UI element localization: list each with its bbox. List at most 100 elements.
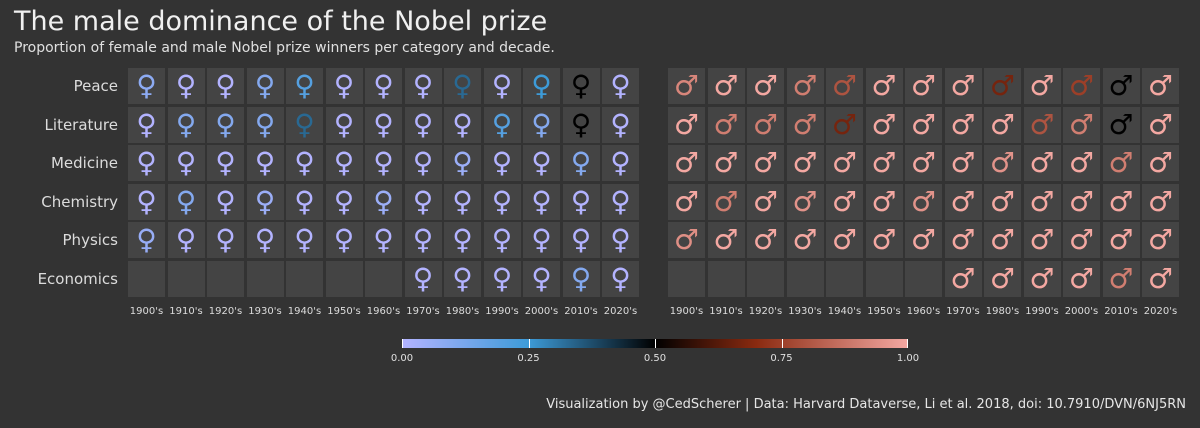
female-symbol-icon: ♀ bbox=[333, 223, 355, 256]
heatmap-cell: ♀ bbox=[404, 68, 442, 104]
decade-label: 1930's bbox=[248, 306, 282, 317]
heatmap-cell: ♀ bbox=[365, 68, 402, 104]
heatmap-cell: ♂ bbox=[944, 68, 982, 104]
female-symbol-icon: ♀ bbox=[215, 146, 236, 179]
heatmap-cell: ♀ bbox=[602, 68, 639, 104]
heatmap-cell: ♂ bbox=[747, 68, 784, 104]
legend-tick-label: 1.00 bbox=[896, 353, 920, 364]
heatmap-cell: ♂ bbox=[826, 222, 863, 258]
male-symbol-icon: ♂ bbox=[1108, 146, 1134, 179]
heatmap-cell: ♀ bbox=[207, 106, 244, 143]
heatmap-cell: ♂ bbox=[826, 183, 863, 220]
female-symbol-icon: ♀ bbox=[254, 107, 276, 141]
male-symbol-icon: ♂ bbox=[1108, 69, 1134, 102]
male-symbol-icon: ♂ bbox=[1029, 146, 1055, 179]
male-symbol-icon: ♂ bbox=[989, 146, 1016, 179]
decade-label: 1950's bbox=[867, 306, 901, 317]
category-label-medicine: Medicine bbox=[50, 154, 118, 172]
heatmap-cell: ♀ bbox=[444, 260, 481, 297]
heatmap-cell: ♂ bbox=[905, 145, 942, 181]
female-symbol-icon: ♀ bbox=[452, 146, 473, 179]
female-symbol-icon: ♀ bbox=[412, 223, 434, 256]
heatmap-cell: ♀ bbox=[365, 222, 402, 258]
female-symbol-icon: ♀ bbox=[531, 223, 552, 256]
female-symbol-icon: ♀ bbox=[531, 107, 552, 141]
heatmap-cell: ♀ bbox=[602, 183, 639, 220]
female-symbol-icon: ♀ bbox=[175, 69, 197, 102]
heatmap-cell: ♀ bbox=[483, 68, 521, 104]
heatmap-cell: ♀ bbox=[365, 106, 402, 143]
heatmap-cell: ♂ bbox=[707, 222, 745, 258]
heatmap-cell: ♀ bbox=[325, 145, 363, 181]
male-symbol-icon: ♂ bbox=[673, 69, 700, 102]
male-symbol-icon: ♂ bbox=[1068, 184, 1095, 218]
heatmap-cell: ♂ bbox=[944, 106, 982, 143]
heatmap-cell: ♂ bbox=[984, 106, 1021, 143]
decade-label: 1960's bbox=[366, 306, 401, 317]
heatmap-cell: ♂ bbox=[984, 260, 1021, 297]
heatmap-cell: ♂ bbox=[984, 68, 1021, 104]
heatmap-cell: ♂ bbox=[707, 68, 745, 104]
male-symbol-icon: ♂ bbox=[1068, 261, 1095, 295]
female-symbol-icon: ♀ bbox=[333, 69, 355, 102]
female-symbol-icon: ♀ bbox=[333, 184, 355, 218]
male-symbol-icon: ♂ bbox=[1108, 261, 1134, 295]
female-symbol-icon: ♀ bbox=[531, 261, 552, 295]
female-symbol-icon: ♀ bbox=[452, 261, 473, 295]
heatmap-cell: ♀ bbox=[286, 106, 323, 143]
male-symbol-icon: ♂ bbox=[1108, 223, 1134, 256]
heatmap-cell: ♂ bbox=[1102, 145, 1140, 181]
heatmap-cell: ♀ bbox=[246, 183, 284, 220]
heatmap-cell: ♀ bbox=[246, 68, 284, 104]
heatmap-cell: ♀ bbox=[483, 183, 521, 220]
heatmap-cell: ♂ bbox=[1102, 222, 1140, 258]
heatmap-cell: ♂ bbox=[865, 68, 903, 104]
female-symbol-icon: ♀ bbox=[491, 184, 513, 218]
male-symbol-icon: ♂ bbox=[752, 107, 779, 141]
male-symbol-icon: ♂ bbox=[792, 146, 818, 179]
heatmap-cell: ♀ bbox=[404, 183, 442, 220]
heatmap-cell: ♀ bbox=[444, 68, 481, 104]
heatmap-cell: ♀ bbox=[523, 68, 560, 104]
female-symbol-icon: ♀ bbox=[294, 107, 315, 141]
female-symbol-icon: ♀ bbox=[373, 146, 394, 179]
heatmap-cell: ♀ bbox=[444, 106, 481, 143]
category-label-economics: Economics bbox=[37, 269, 118, 288]
decade-label: 2000's bbox=[524, 306, 559, 317]
female-symbol-icon: ♀ bbox=[491, 69, 513, 102]
decade-label: 2020's bbox=[603, 306, 638, 317]
heatmap-cell: ♀ bbox=[246, 145, 284, 181]
heatmap-cell: ♀ bbox=[404, 145, 442, 181]
heatmap-cell: ♂ bbox=[1063, 260, 1100, 297]
male-symbol-icon: ♂ bbox=[752, 184, 779, 218]
decade-label: 1930's bbox=[788, 306, 822, 317]
decade-label: 2010's bbox=[564, 306, 598, 317]
heatmap-cell: ♂ bbox=[1142, 183, 1179, 220]
male-symbol-icon: ♂ bbox=[792, 223, 818, 256]
female-symbol-icon: ♀ bbox=[254, 69, 276, 102]
heatmap-cell: ♂ bbox=[1063, 145, 1100, 181]
heatmap-cell: ♀ bbox=[602, 222, 639, 258]
heatmap-cell: ♀ bbox=[523, 145, 560, 181]
heatmap-cell bbox=[865, 260, 903, 297]
heatmap-cell: ♀ bbox=[167, 68, 205, 104]
heatmap-cell: ♂ bbox=[747, 183, 784, 220]
heatmap-cell: ♂ bbox=[944, 222, 982, 258]
heatmap-cell: ♂ bbox=[984, 222, 1021, 258]
female-symbol-icon: ♀ bbox=[175, 146, 197, 179]
category-label-peace: Peace bbox=[73, 77, 118, 95]
female-symbol-icon: ♀ bbox=[610, 261, 631, 295]
male-symbol-icon: ♂ bbox=[831, 223, 858, 256]
female-symbol-icon: ♀ bbox=[610, 146, 631, 179]
heatmap-cell: ♂ bbox=[1102, 106, 1140, 143]
heatmap-cell: ♂ bbox=[786, 183, 824, 220]
male-symbol-icon: ♂ bbox=[831, 146, 858, 179]
heatmap-cell: ♂ bbox=[865, 106, 903, 143]
male-symbol-icon: ♂ bbox=[792, 184, 818, 218]
heatmap-cell: ♀ bbox=[444, 222, 481, 258]
male-symbol-icon: ♂ bbox=[673, 107, 700, 141]
female-symbol-icon: ♀ bbox=[215, 107, 236, 141]
decade-label: 1900's bbox=[129, 306, 164, 317]
heatmap-cell: ♀ bbox=[523, 106, 560, 143]
heatmap-cell: ♂ bbox=[1023, 145, 1061, 181]
